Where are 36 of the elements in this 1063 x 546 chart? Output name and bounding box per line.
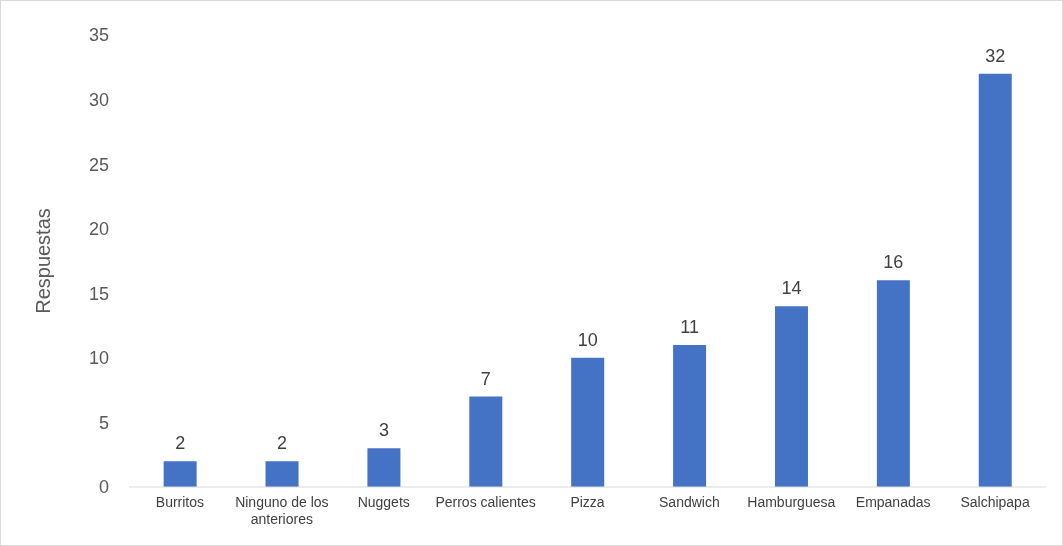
x-tick-label: Perros calientes: [435, 494, 536, 510]
bar: [571, 357, 605, 487]
x-tick-label: Hamburguesa: [747, 494, 836, 510]
x-tick-label: Empanadas: [855, 494, 931, 510]
x-tick-label: Salchipapa: [960, 494, 1030, 510]
bar: [673, 344, 707, 487]
y-axis-title: Respuestas: [32, 208, 55, 314]
x-tick-label: Ninguno de los anteriores: [235, 494, 329, 527]
y-tick-label: 5: [98, 412, 109, 433]
x-tick-label: Nuggets: [357, 494, 410, 510]
y-tick-label: 20: [88, 219, 109, 240]
bar: [978, 73, 1012, 487]
data-label: 2: [277, 433, 288, 454]
data-label: 3: [378, 420, 389, 441]
y-tick-label: 15: [88, 283, 109, 304]
data-label: 7: [480, 368, 491, 389]
bar: [774, 306, 808, 487]
data-label: 2: [175, 433, 186, 454]
y-tick-label: 10: [88, 348, 109, 369]
bar: [265, 461, 299, 487]
y-tick-label: 0: [98, 477, 109, 498]
bar: [469, 396, 503, 487]
data-label: 10: [577, 329, 598, 350]
x-tick-label: Pizza: [570, 494, 605, 510]
bar: [876, 280, 910, 487]
data-label: 16: [883, 252, 904, 273]
y-tick-label: 25: [88, 154, 109, 175]
bar: [163, 461, 197, 487]
data-label: 11: [680, 316, 699, 337]
data-label: 32: [985, 45, 1006, 66]
data-label: 14: [781, 278, 802, 299]
x-tick-label: Burritos: [155, 494, 205, 510]
x-tick-label: Sandwich: [659, 494, 720, 510]
y-tick-label: 30: [88, 89, 109, 110]
y-tick-label: 35: [88, 25, 109, 46]
bar: [367, 448, 401, 487]
